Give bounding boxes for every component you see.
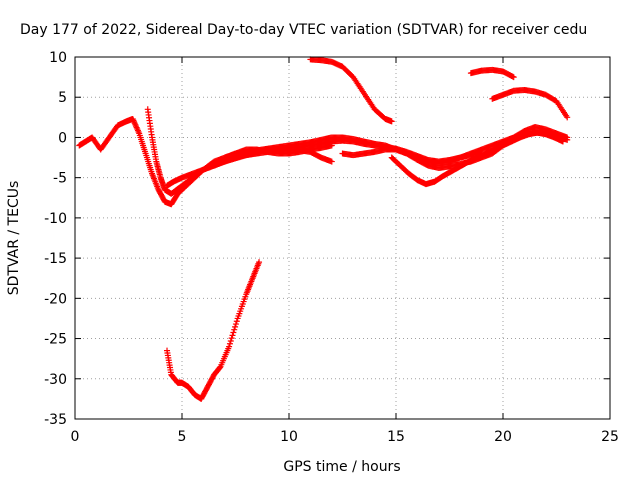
series-track-f	[388, 129, 566, 188]
data-point	[226, 340, 233, 347]
y-tick-label: 5	[58, 90, 67, 106]
data-point	[510, 74, 517, 81]
y-tick-label: -5	[53, 171, 67, 187]
series-track-i	[489, 86, 571, 121]
axis-ticks: 0 5 10 15 20 25 10 5 0 -5 -10 -15 -20 -25 -30 -35	[44, 50, 619, 445]
data-point	[226, 343, 233, 350]
y-tick-label: 10	[49, 50, 67, 66]
data-point	[388, 118, 395, 125]
data-point	[328, 158, 335, 165]
x-tick-label: 5	[178, 429, 187, 445]
series-track-a	[76, 115, 335, 208]
data-point	[256, 259, 263, 266]
x-tick-label: 0	[71, 429, 80, 445]
data-point	[230, 329, 237, 336]
plot-frame	[74, 56, 611, 420]
y-axis-label: SDTVAR / TECUs	[6, 181, 22, 296]
data-point	[564, 114, 571, 121]
x-tick-label: 10	[280, 429, 298, 445]
data-point	[229, 332, 236, 339]
y-tick-label: -20	[44, 291, 67, 307]
grid-lines	[75, 57, 610, 419]
data-point	[227, 337, 234, 344]
data-point	[233, 318, 240, 325]
y-tick-label: -30	[44, 372, 67, 388]
data-point	[564, 134, 571, 141]
x-tick-label: 25	[601, 429, 619, 445]
series-track-j	[164, 259, 263, 402]
series-track-h	[467, 66, 517, 81]
y-tick-label: 0	[58, 130, 67, 146]
chart-title: Day 177 of 2022, Sidereal Day-to-day VTE…	[20, 22, 587, 38]
x-axis-label: GPS time / hours	[283, 459, 400, 475]
x-tick-label: 20	[494, 429, 512, 445]
data-point	[559, 138, 566, 145]
data-point	[232, 321, 239, 328]
y-tick-label: -10	[44, 211, 67, 227]
data-point	[232, 323, 239, 330]
x-tick-label: 15	[387, 429, 405, 445]
data-points	[76, 56, 571, 402]
series-track-g	[307, 56, 395, 125]
y-tick-label: -35	[44, 412, 67, 428]
data-point	[228, 335, 235, 342]
data-point	[231, 326, 238, 333]
y-tick-label: -15	[44, 251, 67, 267]
y-tick-label: -25	[44, 332, 67, 348]
